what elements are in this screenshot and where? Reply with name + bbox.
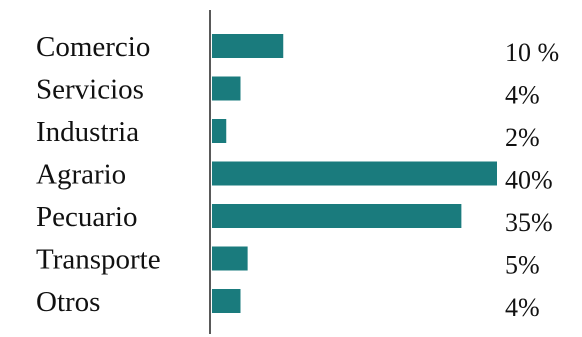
bar: [212, 246, 248, 271]
value-label: 5%: [505, 251, 540, 280]
category-label: Comercio: [36, 31, 150, 63]
value-label: 4%: [505, 293, 540, 322]
value-label: 35%: [505, 208, 553, 237]
value-label: 4%: [505, 81, 540, 110]
bar: [212, 76, 241, 101]
bar: [212, 34, 284, 58]
category-label: Otros: [36, 286, 100, 318]
value-label: 10 %: [505, 38, 559, 67]
bar: [212, 289, 241, 313]
value-label: 2%: [505, 123, 540, 152]
category-label: Pecuario: [36, 201, 137, 233]
bar: [212, 204, 462, 228]
value-label: 40%: [505, 166, 553, 195]
category-label: Industria: [36, 116, 139, 148]
category-label: Transporte: [36, 244, 161, 276]
category-label: Agrario: [36, 159, 126, 191]
bar: [212, 119, 227, 143]
category-label: Servicios: [36, 74, 144, 106]
bar: [212, 161, 497, 186]
